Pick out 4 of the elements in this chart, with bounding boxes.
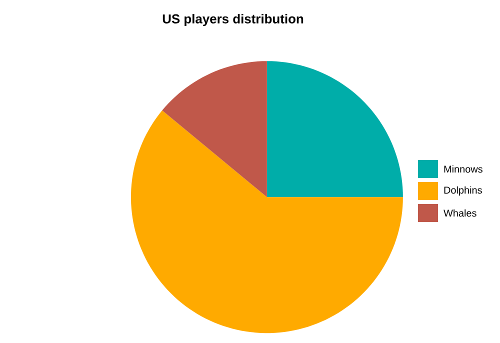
- legend-label: Minnows: [444, 165, 482, 173]
- legend-label: Whales: [444, 209, 476, 217]
- chart-title: US players distribution: [162, 14, 304, 26]
- legend-label: Dolphins: [444, 186, 482, 196]
